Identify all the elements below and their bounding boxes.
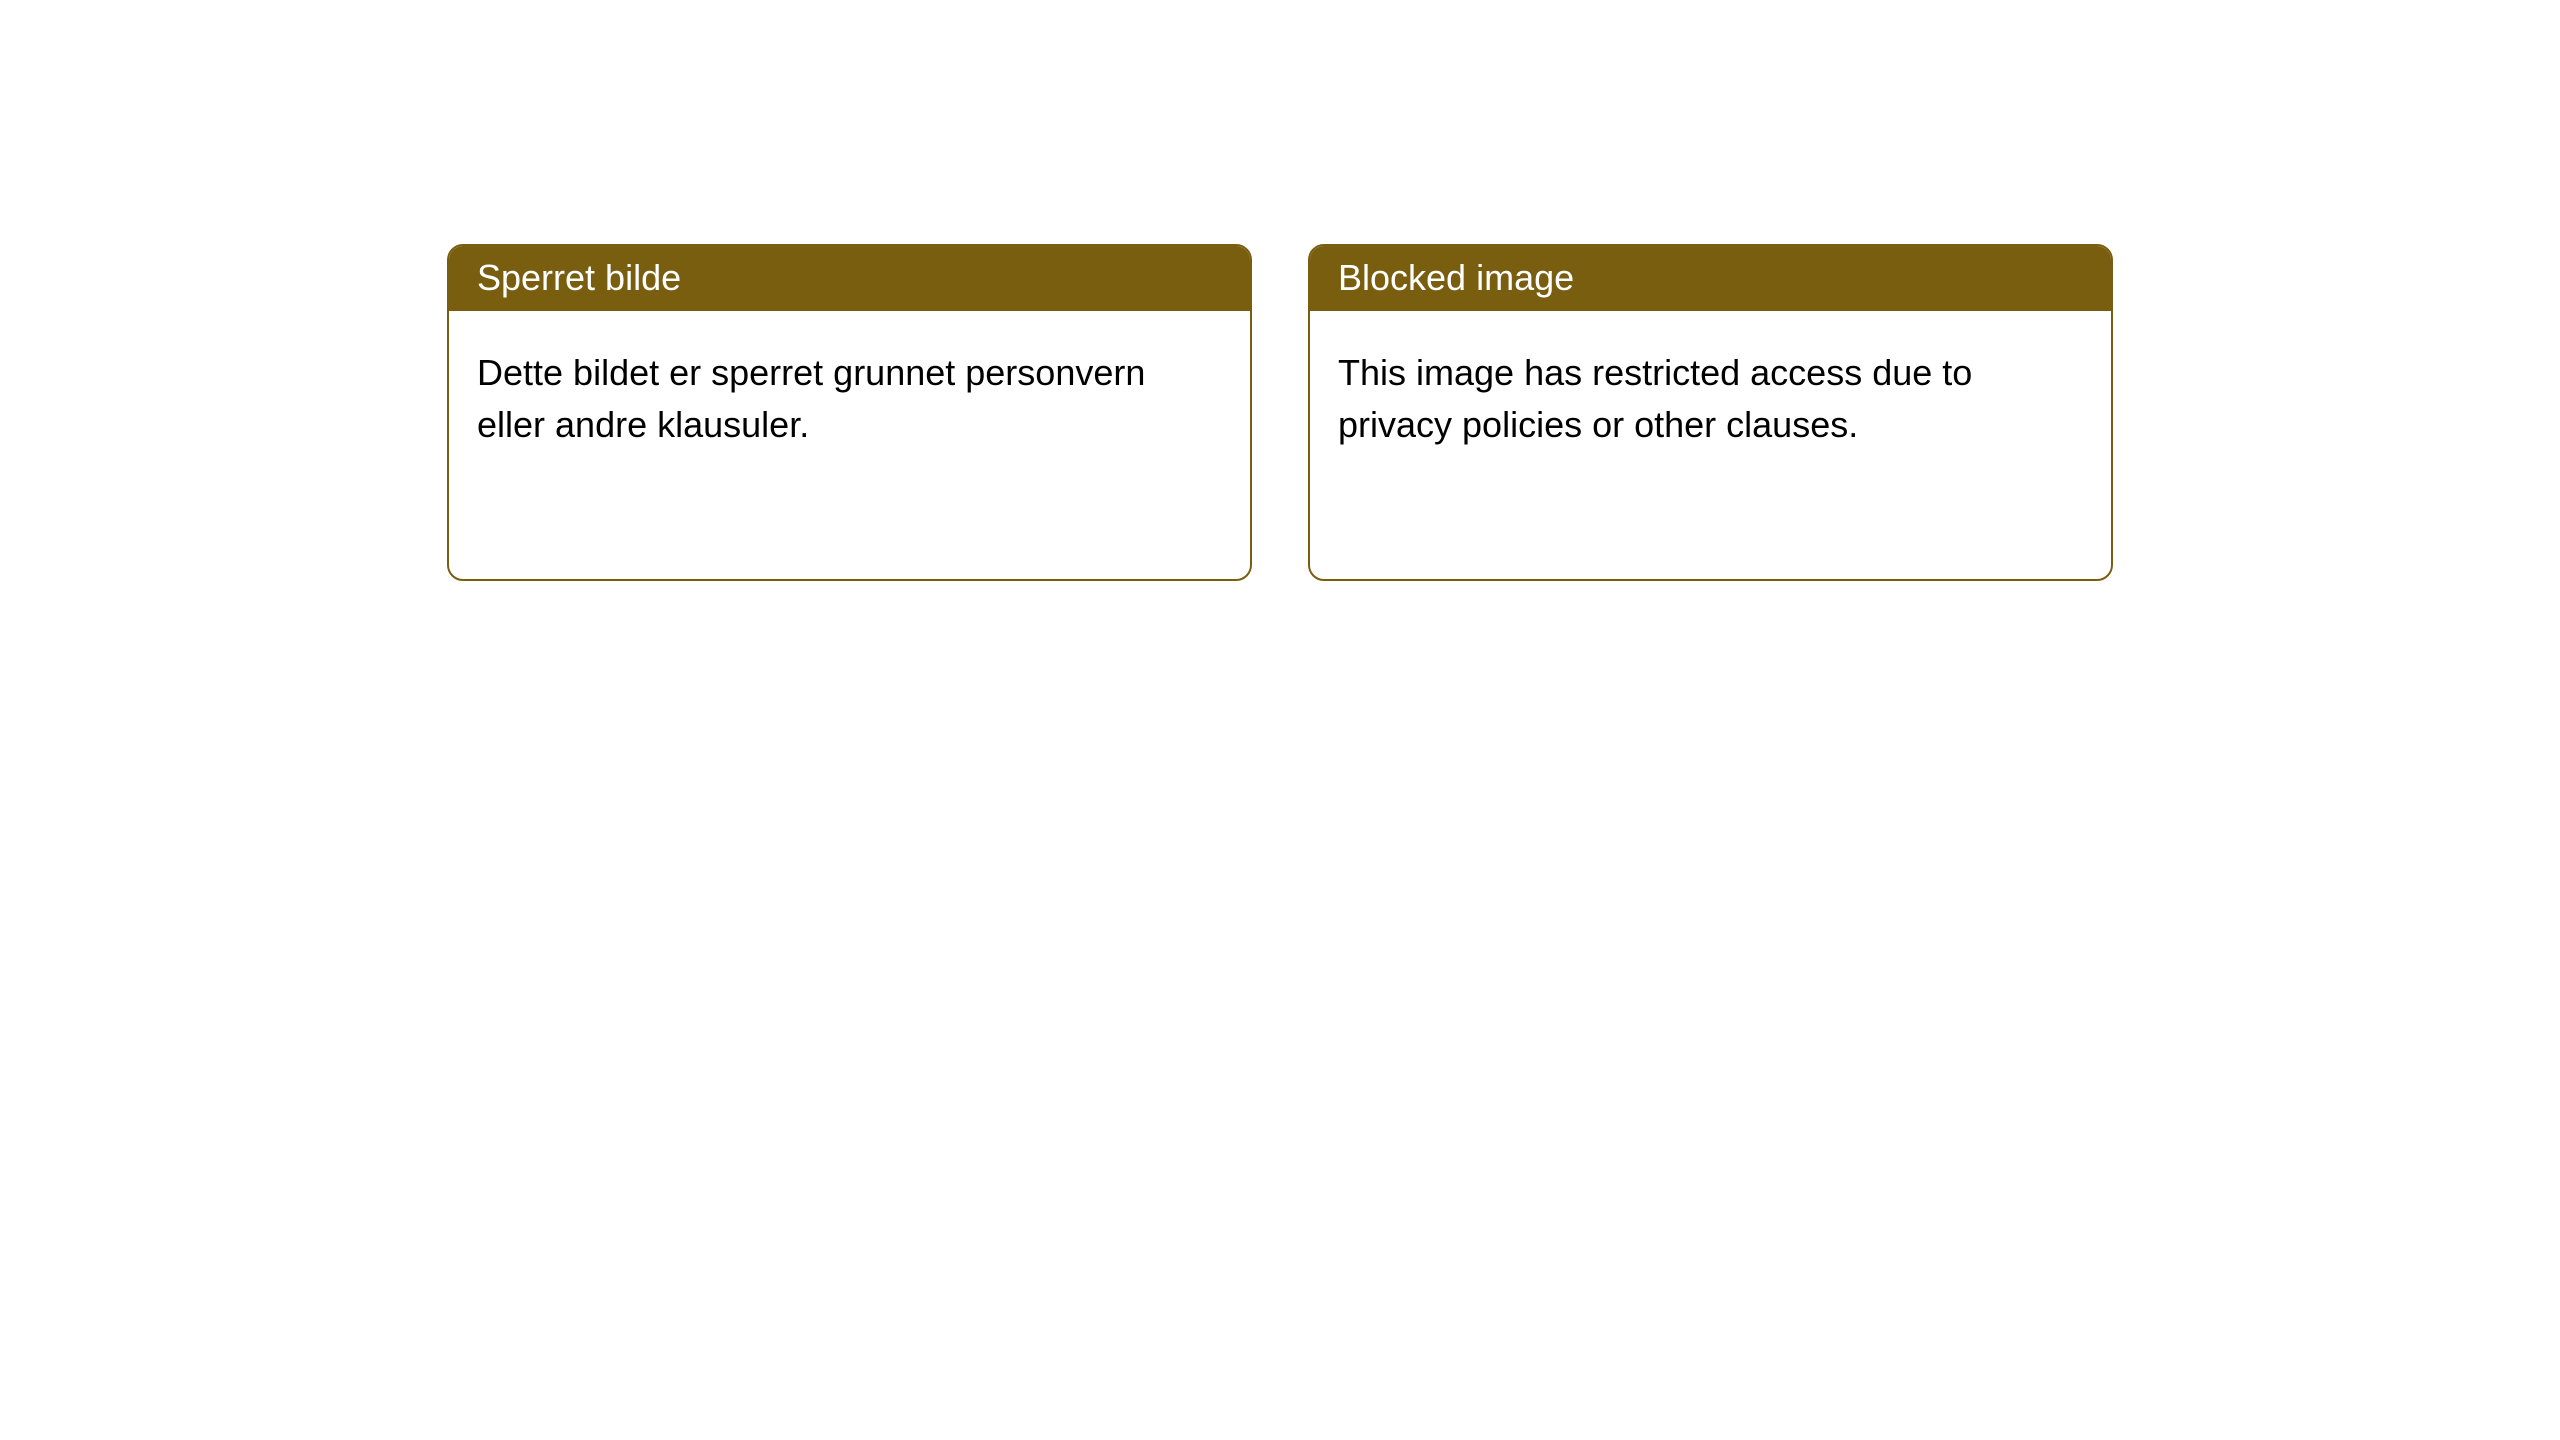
card-header: Blocked image <box>1310 246 2111 311</box>
blocked-image-card-no: Sperret bilde Dette bildet er sperret gr… <box>447 244 1252 581</box>
card-body: This image has restricted access due to … <box>1310 311 2111 487</box>
blocked-image-card-en: Blocked image This image has restricted … <box>1308 244 2113 581</box>
card-body: Dette bildet er sperret grunnet personve… <box>449 311 1250 487</box>
card-header: Sperret bilde <box>449 246 1250 311</box>
cards-container: Sperret bilde Dette bildet er sperret gr… <box>447 244 2560 581</box>
